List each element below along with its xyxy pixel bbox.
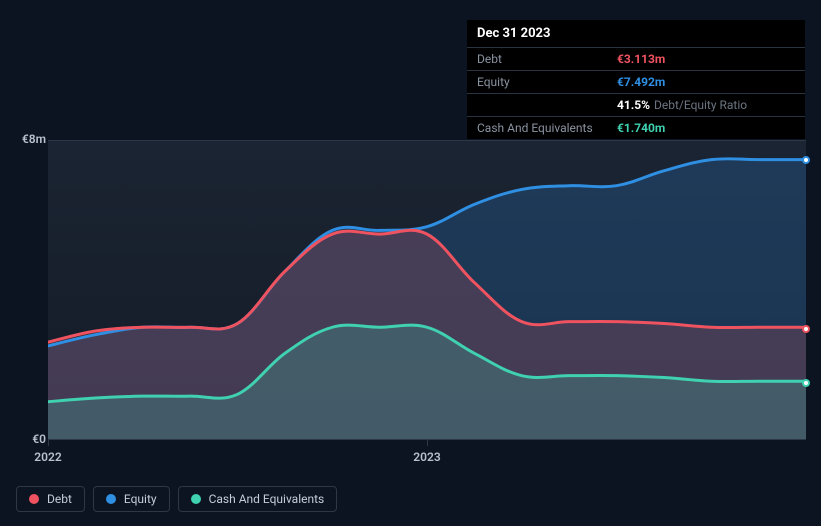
legend-item-debt[interactable]: Debt <box>16 486 85 512</box>
tooltip-row: Equity€7.492m <box>467 70 805 93</box>
tooltip-value: €3.113m <box>617 52 665 66</box>
x-axis-label: 2023 <box>413 450 440 464</box>
legend-swatch <box>106 494 116 504</box>
tooltip-label <box>477 98 617 112</box>
chart-area: €8m€0 20222023 <box>16 120 806 460</box>
series-end-dot <box>802 379 810 387</box>
chart-legend: Debt Equity Cash And Equivalents <box>16 486 337 512</box>
tooltip-label: Equity <box>477 75 617 89</box>
legend-item-cash-and-equivalents[interactable]: Cash And Equivalents <box>178 486 338 512</box>
tooltip-value: 41.5%Debt/Equity Ratio <box>617 98 747 112</box>
tooltip-row: 41.5%Debt/Equity Ratio <box>467 93 805 116</box>
tooltip-date: Dec 31 2023 <box>467 20 805 47</box>
series-end-dot <box>802 325 810 333</box>
tooltip-label: Debt <box>477 52 617 66</box>
legend-label: Cash And Equivalents <box>209 492 325 506</box>
x-axis-label: 2022 <box>34 450 61 464</box>
y-axis-label: €8m <box>16 132 46 146</box>
legend-label: Equity <box>124 492 157 506</box>
y-axis-label: €0 <box>16 432 46 446</box>
x-axis: 20222023 <box>48 450 806 470</box>
legend-swatch <box>191 494 201 504</box>
series-end-dot <box>802 156 810 164</box>
tooltip-value: €7.492m <box>617 75 665 89</box>
tooltip-row: Debt€3.113m <box>467 47 805 70</box>
legend-swatch <box>29 494 39 504</box>
chart-plot[interactable] <box>48 140 806 440</box>
legend-item-equity[interactable]: Equity <box>93 486 170 512</box>
legend-label: Debt <box>47 492 72 506</box>
